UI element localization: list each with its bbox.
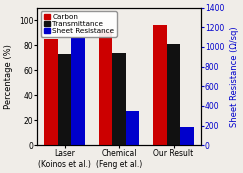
Bar [167,44,180,145]
Bar [99,30,112,145]
Legend: Carbon, Transmittance, Sheet Resistance: Carbon, Transmittance, Sheet Resistance [41,11,117,37]
Bar [58,54,71,145]
Y-axis label: Percentage (%): Percentage (%) [4,44,13,109]
Bar [71,38,85,145]
Bar [153,25,167,145]
Bar [112,53,126,145]
Bar [44,39,58,145]
Bar [126,111,139,145]
Y-axis label: Sheet Resistance (Ω/sq): Sheet Resistance (Ω/sq) [230,26,239,127]
Bar [180,126,194,145]
